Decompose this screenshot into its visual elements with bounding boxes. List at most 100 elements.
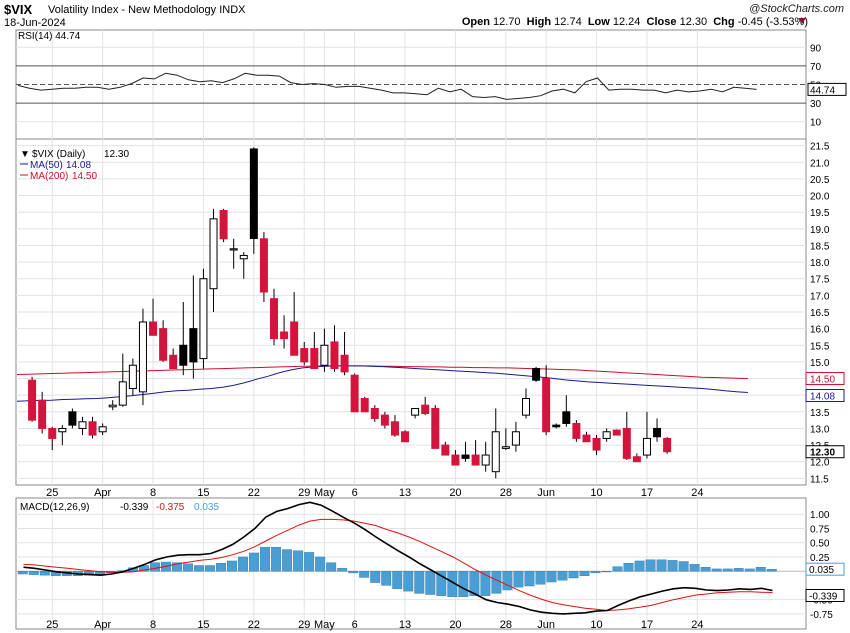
macd-histogram-bar [458, 570, 469, 598]
macd-histogram-bar [238, 556, 249, 572]
vix-price-tag [805, 372, 845, 386]
candle-body [421, 404, 430, 414]
macd-histogram-bar [205, 565, 215, 572]
macd-histogram-bar [414, 570, 425, 594]
vix-legend-symbol-icon: ▼ [20, 149, 30, 160]
chg-value: -0.45 (-3.53%) [737, 16, 808, 28]
macd-histogram-bar [216, 563, 226, 572]
candle-body [653, 427, 662, 438]
x-tick-label: 20 [449, 487, 461, 499]
macd-y-tick-label: 0.25 [810, 553, 830, 564]
vix-y-tick-label: 17.5 [810, 275, 830, 286]
candle-body [48, 427, 57, 439]
candle-body [390, 421, 399, 436]
macd-histogram-bar [755, 567, 766, 572]
candle-body [58, 427, 67, 433]
macd-histogram-bar [315, 556, 326, 572]
x-tick-label: 6 [352, 487, 358, 499]
candle-body [310, 348, 319, 370]
macd-y-tick-label: 0.75 [810, 524, 830, 535]
macd-histogram-bar [524, 570, 535, 587]
macd-histogram-bar [260, 547, 271, 572]
x-tick-label: 15 [197, 619, 209, 631]
macd-histogram-bar [491, 570, 502, 594]
macd-y-tick-label: 1.00 [810, 510, 830, 521]
x-tick-label: 10 [590, 487, 602, 499]
ticker-symbol: $VIX [4, 2, 33, 17]
macd-histogram-bar [436, 570, 447, 596]
candle-body [209, 218, 218, 290]
macd-histogram-bar [149, 562, 160, 572]
vix-legend-value: 12.30 [104, 149, 129, 160]
macd-histogram-bar [17, 570, 28, 575]
macd-histogram-bar [568, 570, 579, 579]
x-tick-label: 24 [691, 619, 703, 631]
low-label: Low [587, 16, 610, 28]
candle-body [441, 444, 450, 456]
x-tick-label: May [314, 619, 335, 631]
macd-histogram-bar [381, 570, 392, 586]
x-tick-label: 29 [298, 619, 310, 631]
macd-histogram-bar [645, 559, 656, 572]
candle-body [189, 328, 198, 363]
candle-body [612, 429, 621, 436]
candle-body [370, 407, 379, 419]
candle-body [642, 437, 651, 456]
vix-price-tag-text: 14.50 [810, 375, 835, 386]
rsi-line [17, 72, 757, 100]
macd-histogram-bar [689, 564, 700, 572]
vix-y-tick-label: 19.0 [810, 225, 830, 236]
x-tick-label: 13 [399, 487, 411, 499]
macd-histogram-bar [667, 560, 678, 572]
vix-price-tag [805, 389, 845, 403]
macd-histogram-bar [546, 570, 557, 583]
macd-histogram-bar [348, 570, 359, 574]
macd-histogram-bar [359, 570, 370, 578]
macd-y-tick-label: 0.50 [810, 539, 830, 550]
candle-body [431, 407, 440, 449]
macd-histogram-bar [557, 570, 568, 581]
candle-body [179, 344, 188, 366]
x-tick-label: 6 [352, 619, 358, 631]
macd-histogram-bar [403, 570, 414, 592]
candle-body [320, 344, 329, 366]
chart-date: 18-Jun-2024 [4, 17, 66, 29]
vix-price-tag-text: 14.08 [810, 392, 835, 403]
candle-body [149, 321, 158, 336]
signal-legend-value: -0.375 [156, 502, 185, 513]
candle-body [68, 411, 77, 426]
x-tick-label: Apr [94, 487, 111, 499]
macd-legend-value: -0.339 [120, 502, 149, 513]
macd-histogram-bar [392, 570, 403, 590]
macd-value-tag-text: -0.339 [809, 591, 838, 602]
candle-body [28, 379, 37, 421]
x-tick-label: 8 [150, 619, 156, 631]
vix-y-tick-label: 15.5 [810, 341, 830, 352]
macd-legend-name: MACD(12,26,9) [20, 502, 89, 513]
candle-body [451, 454, 460, 466]
macd-histogram-bar [590, 570, 601, 574]
x-tick-label: 13 [399, 619, 411, 631]
candle-body [380, 414, 389, 426]
macd-histogram-bar [39, 570, 50, 576]
vix-y-tick-label: 13.5 [810, 408, 830, 419]
rsi-y-tick-label: 90 [810, 43, 822, 54]
macd-histogram-bar [656, 559, 667, 572]
x-tick-label: 17 [641, 487, 653, 499]
candle-body [118, 381, 127, 406]
macd-histogram-bar [370, 570, 381, 583]
candle-body [411, 407, 420, 416]
open-label: Open [461, 16, 490, 28]
macd-histogram-bar [634, 560, 645, 572]
chg-down-triangle-icon [798, 18, 806, 24]
macd-histogram-bar [513, 570, 524, 588]
ma50-line [16, 365, 748, 402]
macd-histogram-bar [293, 550, 304, 572]
candle-body [663, 437, 672, 453]
ma50-legend-value: 14.08 [66, 160, 91, 171]
macd-histogram-bar [282, 549, 293, 572]
macd-value-tag [805, 588, 845, 602]
ma200-legend-value: 14.50 [72, 171, 97, 182]
candle-body [239, 254, 248, 260]
